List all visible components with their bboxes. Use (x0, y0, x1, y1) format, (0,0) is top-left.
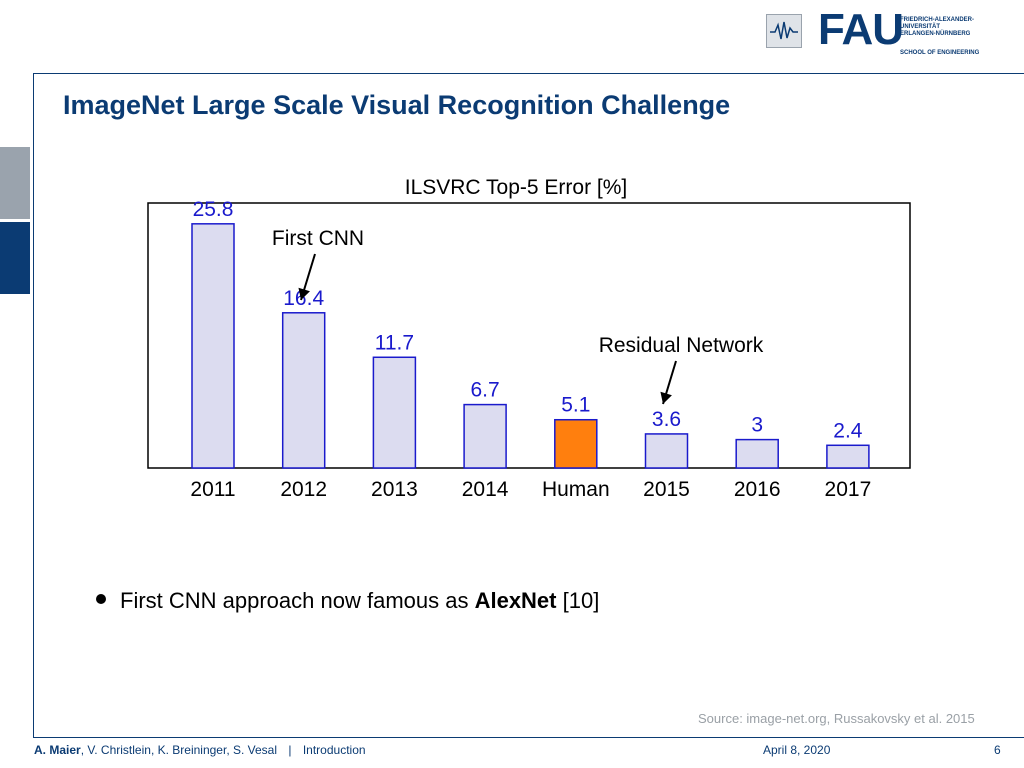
tick-label-2012: 2012 (280, 478, 327, 501)
tick-label-2017: 2017 (825, 478, 872, 501)
bar-2013 (372, 356, 417, 469)
annotation-label: First CNN (272, 227, 364, 250)
bullet-item: First CNN approach now famous as AlexNet… (96, 588, 599, 614)
chart-title: ILSVRC Top-5 Error [%] (405, 176, 628, 199)
tick-label-2016: 2016 (734, 478, 781, 501)
side-tab-inactive (0, 147, 30, 219)
annotation-arrowhead (298, 287, 310, 300)
bullet-dot (96, 594, 106, 605)
bullet-reference: [10] (556, 588, 600, 613)
frame-top-line (33, 73, 1024, 74)
bar-2016 (735, 438, 779, 469)
tick-label-2014: 2014 (462, 478, 509, 501)
footer-section: Introduction (302, 743, 366, 757)
footer-page-number: 6 (994, 743, 1001, 757)
school-name: SCHOOL OF ENGINEERING (900, 50, 980, 56)
tick-label-2013: 2013 (371, 478, 418, 501)
bar-2015 (644, 433, 689, 469)
value-label-2011: 25.8 (193, 198, 234, 221)
bar-2017 (826, 444, 870, 469)
slide-title: ImageNet Large Scale Visual Recognition … (63, 90, 731, 120)
faculty-logo (766, 14, 802, 48)
tick-label-human: Human (542, 478, 610, 501)
bar-2014 (463, 403, 507, 469)
bullet-bold-term: AlexNet (474, 588, 557, 613)
tick-label-2011: 2011 (190, 478, 235, 501)
annotation-arrowhead (660, 391, 672, 404)
value-label-2013: 11.7 (375, 331, 414, 354)
value-label-2016: 3 (751, 414, 763, 437)
bullet-text: First CNN approach now famous as (120, 588, 475, 613)
footer-separator: | (288, 743, 292, 757)
footer-main-author: A. Maier (34, 743, 81, 757)
frame-bottom-line (33, 737, 1024, 738)
side-tab-active (0, 222, 30, 294)
value-label-2017: 2.4 (833, 419, 863, 442)
university-name: FRIEDRICH-ALEXANDER- UNIVERSITÄT ERLANGE… (900, 17, 974, 37)
waveform-icon (770, 21, 798, 40)
footer-date: April 8, 2020 (763, 743, 831, 757)
bar-2011 (191, 223, 235, 469)
source-citation: Source: image-net.org, Russakovsky et al… (698, 711, 975, 726)
fau-logo-text: FAU (818, 5, 904, 54)
footer-coauthors: , V. Christlein, K. Breininger, S. Vesal (80, 743, 278, 757)
chart-plot-frame (147, 202, 911, 469)
value-label-human: 5.1 (561, 394, 590, 417)
value-label-2012: 16.4 (283, 287, 324, 310)
value-label-2014: 6.7 (470, 379, 499, 402)
value-label-2015: 3.6 (652, 408, 681, 431)
footer-authors: A. Maier, V. Christlein, K. Breininger, … (34, 743, 366, 757)
bar-human (554, 418, 598, 469)
bar-2012 (281, 312, 326, 469)
tick-label-2015: 2015 (643, 478, 690, 501)
annotation-label: Residual Network (599, 334, 764, 357)
frame-left-line (33, 73, 34, 738)
